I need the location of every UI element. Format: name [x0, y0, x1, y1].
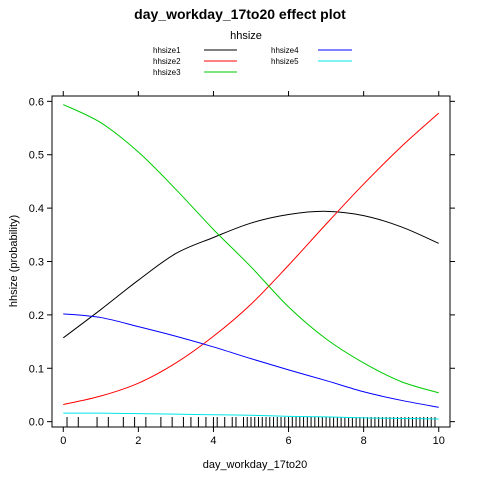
x-tick-label: 6 — [285, 435, 291, 447]
x-tick-label: 4 — [210, 435, 216, 447]
x-axis-label: day_workday_17to20 — [203, 459, 308, 471]
legend-label-hhsize2: hhsize2 — [153, 57, 181, 66]
x-tick-label: 0 — [60, 435, 66, 447]
legend-label-hhsize1: hhsize1 — [153, 46, 181, 55]
x-tick-label: 8 — [361, 435, 367, 447]
legend-title: hhsize — [230, 30, 262, 42]
y-tick-label: 0.5 — [29, 150, 44, 162]
x-tick-label: 10 — [433, 435, 445, 447]
legend-label-hhsize3: hhsize3 — [153, 68, 181, 77]
rug-marks — [66, 417, 436, 427]
y-tick-label: 0.6 — [29, 96, 44, 108]
series-line-hhsize1 — [62, 210, 439, 339]
axis-ticks: 0 2 4 6 8 10 0.0 0.1 0.2 0.3 0.4 0.5 0.6 — [29, 91, 455, 447]
y-axis-label: hhsize (probability) — [8, 215, 20, 307]
y-tick-label: 0.0 — [29, 417, 44, 429]
y-tick-label: 0.3 — [29, 257, 44, 269]
y-tick-label: 0.1 — [29, 363, 44, 375]
series-line-hhsize3 — [63, 104, 439, 394]
x-tick-label: 2 — [135, 435, 141, 447]
series-lines — [62, 104, 440, 420]
legend: hhsize1 hhsize2 hhsize3 hhsize4 hhsize5 — [153, 46, 352, 77]
y-tick-label: 0.4 — [29, 203, 44, 215]
series-line-hhsize4 — [63, 313, 439, 408]
legend-label-hhsize4: hhsize4 — [271, 46, 299, 55]
y-tick-label: 0.2 — [29, 310, 44, 322]
series-line-hhsize5 — [63, 412, 439, 420]
legend-label-hhsize5: hhsize5 — [271, 57, 299, 66]
series-line-hhsize2 — [63, 112, 440, 406]
chart-title: day_workday_17to20 effect plot — [134, 6, 346, 22]
